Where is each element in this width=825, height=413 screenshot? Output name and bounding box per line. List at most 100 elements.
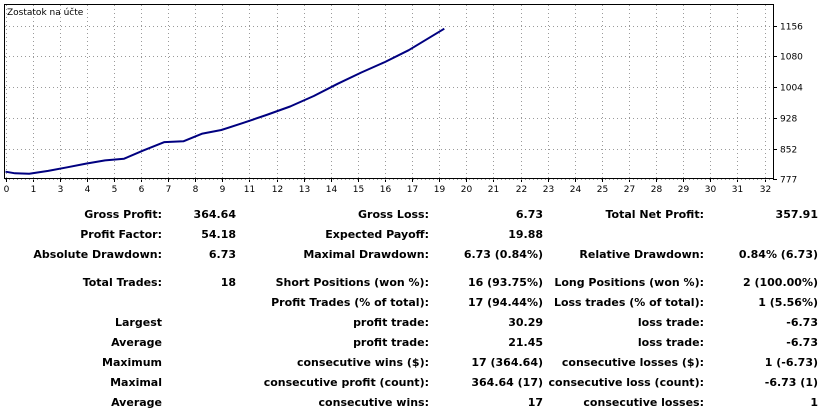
stat-value: -6.73 bbox=[786, 316, 818, 329]
chart-title: Zostatok na účte bbox=[7, 7, 84, 18]
stats-row: Average profit trade: 21.45 loss trade: -6.7… bbox=[0, 333, 825, 353]
stat-value: 19.88 bbox=[508, 228, 543, 241]
stat-value: 1 (5.56%) bbox=[758, 296, 818, 309]
stat-label: loss trade: bbox=[637, 316, 704, 329]
x-tick-label: 11 bbox=[244, 185, 255, 195]
stat-value: 17 (94.44%) bbox=[467, 296, 543, 309]
x-tick-label: 30 bbox=[705, 185, 717, 195]
stat-label: Profit Trades (% of total): bbox=[271, 296, 429, 309]
x-tick-label: 21 bbox=[488, 185, 499, 195]
stat-label: Profit Factor: bbox=[80, 228, 162, 241]
stat-category: Maximum bbox=[102, 356, 162, 369]
stat-category: Maximal bbox=[110, 376, 162, 389]
stat-label: Short Positions (won %): bbox=[275, 276, 429, 289]
stat-value: 6.73 bbox=[515, 208, 543, 221]
balance-chart-svg: 0 1 3 4 5 6 7 8 9 11 12 13 14 15 16 17 19 20 21 22 23 24 25 27 2… bbox=[4, 4, 803, 195]
x-tick-label: 3 bbox=[58, 185, 64, 195]
stat-label: consecutive losses: bbox=[583, 396, 704, 409]
x-tick-label: 1 bbox=[31, 185, 37, 195]
stats-row: Total Trades: 18 Short Positions (won %): 1… bbox=[0, 273, 825, 293]
y-tick-label: 928 bbox=[780, 115, 797, 125]
balance-chart: 0 1 3 4 5 6 7 8 9 11 12 13 14 15 16 17 19 20 21 22 23 24 25 27 2… bbox=[0, 0, 825, 200]
stat-label: profit trade: bbox=[353, 316, 429, 329]
stat-value: 0.84% (6.73) bbox=[738, 248, 818, 261]
stat-value: 17 bbox=[527, 396, 543, 409]
stat-value: 6.73 (0.84%) bbox=[463, 248, 543, 261]
x-tick-label: 25 bbox=[597, 185, 608, 195]
x-tick-label: 16 bbox=[380, 185, 392, 195]
stat-label: Expected Payoff: bbox=[325, 228, 429, 241]
x-tick-label: 4 bbox=[85, 185, 91, 195]
x-tick-label: 22 bbox=[516, 185, 527, 195]
stat-label: consecutive wins ($): bbox=[296, 356, 429, 369]
stat-label: Total Net Profit: bbox=[605, 208, 705, 221]
x-tick-label: 20 bbox=[461, 185, 473, 195]
stat-value: -6.73 bbox=[786, 336, 818, 349]
x-tick-label: 6 bbox=[139, 185, 145, 195]
stats-row: Maximum consecutive wins ($): 17 (364.64) c… bbox=[0, 353, 825, 373]
stat-value: 30.29 bbox=[508, 316, 543, 329]
stat-label: Maximal Drawdown: bbox=[303, 248, 429, 261]
stats-row: Maximal consecutive profit (count): 364.64… bbox=[0, 373, 825, 393]
stat-value: 17 (364.64) bbox=[471, 356, 543, 369]
stats-row: Profit Trades (% of total): 17 (94.44%) Lo… bbox=[0, 293, 825, 313]
stat-value: 364.64 bbox=[193, 208, 236, 221]
stat-value: 18 bbox=[220, 276, 236, 289]
stat-label: Gross Loss: bbox=[358, 208, 429, 221]
stats-row: Profit Factor: 54.18 Expected Payoff: 19.88 bbox=[0, 225, 825, 245]
y-tick-label: 1156 bbox=[780, 23, 803, 33]
x-tick-label: 15 bbox=[353, 185, 364, 195]
stat-value: 21.45 bbox=[508, 336, 543, 349]
x-tick-label: 28 bbox=[651, 185, 663, 195]
stat-category: Average bbox=[111, 396, 162, 409]
stats-row: Gross Profit: 364.64 Gross Loss: 6.73 Total … bbox=[0, 205, 825, 225]
stat-value: 364.64 (17) bbox=[471, 376, 543, 389]
stat-label: Loss trades (% of total): bbox=[553, 296, 704, 309]
y-tick-label: 852 bbox=[780, 146, 797, 156]
x-tick-label: 19 bbox=[434, 185, 446, 195]
x-tick-label: 17 bbox=[407, 185, 418, 195]
stat-label: Total Trades: bbox=[82, 276, 162, 289]
y-tick-label: 1004 bbox=[780, 84, 803, 94]
stats-row: Average consecutive wins: 17 consecutive lo… bbox=[0, 393, 825, 413]
plot-frame bbox=[4, 4, 774, 179]
x-tick-label: 5 bbox=[112, 185, 118, 195]
stat-label: consecutive profit (count): bbox=[263, 376, 429, 389]
x-tick-label: 31 bbox=[732, 185, 743, 195]
stat-value: 357.91 bbox=[775, 208, 818, 221]
stat-label: Relative Drawdown: bbox=[579, 248, 704, 261]
stat-label: consecutive losses ($): bbox=[561, 356, 704, 369]
stat-label: Gross Profit: bbox=[84, 208, 162, 221]
x-tick-label: 7 bbox=[166, 185, 172, 195]
stat-label: consecutive wins: bbox=[318, 396, 429, 409]
x-tick-label: 13 bbox=[299, 185, 310, 195]
x-tick-label: 24 bbox=[570, 185, 582, 195]
stats-row: Largest profit trade: 30.29 loss trade: -6.7… bbox=[0, 313, 825, 333]
x-tick-label: 12 bbox=[272, 185, 283, 195]
x-tick-label: 14 bbox=[326, 185, 338, 195]
y-tick-label: 1080 bbox=[780, 53, 803, 63]
stat-value: 1 bbox=[810, 396, 818, 409]
stat-label: consecutive loss (count): bbox=[548, 376, 704, 389]
stat-label: Long Positions (won %): bbox=[554, 276, 704, 289]
x-tick-label: 9 bbox=[220, 185, 226, 195]
stat-label: loss trade: bbox=[637, 336, 704, 349]
stat-value: 1 (-6.73) bbox=[764, 356, 818, 369]
x-tick-label: 23 bbox=[543, 185, 554, 195]
stat-value: 2 (100.00%) bbox=[742, 276, 818, 289]
stat-label: Absolute Drawdown: bbox=[33, 248, 162, 261]
x-tick-label: 27 bbox=[624, 185, 635, 195]
stat-value: 6.73 bbox=[208, 248, 236, 261]
balance-line bbox=[5, 27, 445, 175]
stat-value: 16 (93.75%) bbox=[467, 276, 543, 289]
stats-row: Absolute Drawdown: 6.73 Maximal Drawdown: 6… bbox=[0, 245, 825, 265]
x-tick-label: 0 bbox=[4, 185, 10, 195]
x-tick-label: 32 bbox=[760, 185, 771, 195]
stat-value: -6.73 (1) bbox=[764, 376, 818, 389]
stat-value: 54.18 bbox=[201, 228, 236, 241]
x-tick-label: 29 bbox=[678, 185, 690, 195]
stat-category: Average bbox=[111, 336, 162, 349]
stat-label: profit trade: bbox=[353, 336, 429, 349]
stat-category: Largest bbox=[115, 316, 162, 329]
x-tick-label: 8 bbox=[193, 185, 199, 195]
